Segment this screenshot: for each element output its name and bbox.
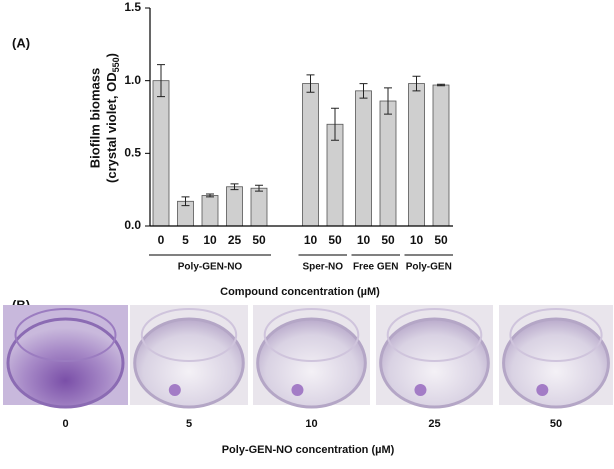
error-bar (331, 107, 339, 141)
photo-label: 0 (62, 418, 68, 430)
photo-well (6, 317, 125, 409)
photo-label: 50 (550, 418, 562, 430)
photo-well (133, 317, 245, 409)
x-tick-label: 10 (304, 233, 318, 247)
group-label: Sper-NO (302, 262, 343, 273)
x-tick-label: 25 (228, 233, 242, 247)
error-bar (437, 83, 445, 87)
x-tick-label: 10 (357, 233, 371, 247)
error-bar (206, 193, 214, 198)
error-bar (384, 87, 392, 115)
y-tick-label: 0.5 (124, 146, 141, 160)
error-bar (255, 184, 263, 192)
panel-label: (A) (12, 35, 30, 50)
photo-rim (509, 308, 603, 362)
photo-rim (140, 308, 238, 362)
bar (250, 187, 268, 227)
photo-label: 5 (186, 418, 192, 430)
y-tick-label: 1.0 (124, 73, 141, 87)
bar (408, 83, 425, 227)
x-tick-label: 50 (434, 233, 448, 247)
x-tick-label: 10 (410, 233, 424, 247)
photo-well (379, 317, 490, 409)
bar (201, 195, 219, 227)
bar (226, 186, 243, 227)
bar (152, 80, 170, 227)
caption: Poly-GEN-NO concentration (µM) (222, 444, 395, 456)
photo-spot (291, 384, 304, 396)
y-label-line: (crystal violet, OD550) (104, 53, 121, 183)
photo-spot (168, 384, 181, 396)
x-tick-label: 5 (182, 233, 189, 247)
y-label-text: (crystal violet, OD (104, 72, 119, 183)
error-bar (157, 64, 165, 98)
error-bar (359, 83, 368, 99)
photo-rim (263, 308, 360, 362)
x-tick-label: 50 (252, 233, 266, 247)
bar (355, 90, 372, 227)
bar (379, 100, 397, 227)
y-label: Biofilm biomass (crystal violet, OD550) (87, 53, 121, 183)
photo-well (256, 317, 367, 409)
group-label: Poly-GEN-NO (178, 262, 243, 273)
bar (432, 84, 450, 227)
photo-rim (386, 308, 483, 362)
y-tick-label: 1.5 (124, 0, 141, 14)
error-bar (230, 183, 239, 191)
photo-spot (414, 384, 427, 396)
group-label: Free GEN (353, 262, 399, 273)
error-bar (181, 196, 190, 207)
y-label-line: Biofilm biomass (87, 68, 102, 168)
photo-spot (536, 384, 549, 396)
bar (302, 83, 319, 227)
photo-well (502, 317, 610, 409)
error-bar (412, 75, 421, 92)
y-label-subscript: 550 (111, 57, 121, 72)
photo-rim (14, 308, 117, 362)
y-label-close: ) (104, 53, 119, 57)
x-tick-label: 0 (158, 233, 165, 247)
photo-label: 25 (428, 418, 440, 430)
x-tick-label: 50 (328, 233, 342, 247)
group-label: Poly-GEN (406, 262, 452, 273)
x-tick-label: 50 (381, 233, 395, 247)
x-label: Compound concentration (µM) (220, 286, 380, 298)
error-bar (306, 74, 315, 93)
photo-label: 10 (305, 418, 317, 430)
y-tick-label: 0.0 (124, 218, 141, 232)
x-tick-label: 10 (203, 233, 217, 247)
